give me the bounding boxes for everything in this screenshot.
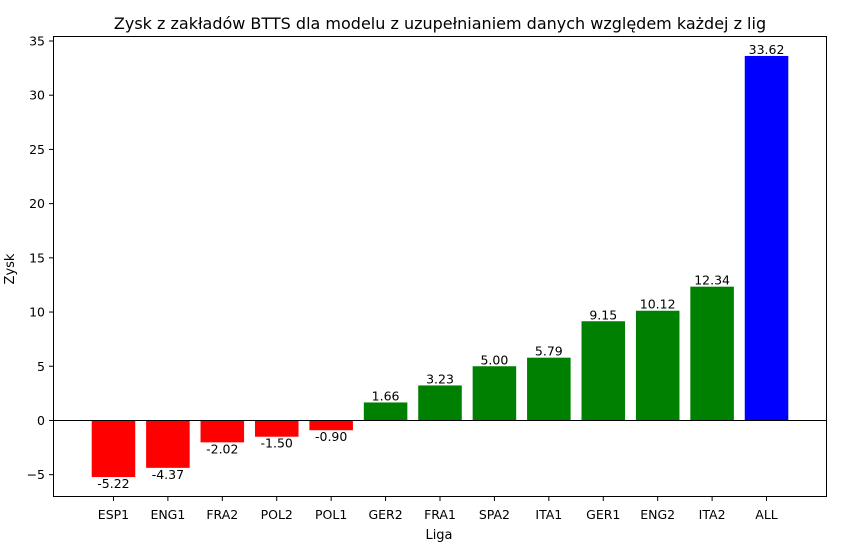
bar-all — [744, 55, 789, 421]
bar-ita1 — [527, 357, 571, 421]
bar-ger1 — [581, 321, 626, 421]
y-tick-label: 5 — [37, 359, 45, 374]
data-label: 12.34 — [694, 273, 730, 288]
x-tick-label: GER2 — [368, 507, 402, 522]
x-tick-label: ALL — [755, 507, 778, 522]
data-label: 5.00 — [480, 352, 508, 367]
bar-ger2 — [363, 402, 408, 421]
y-tick-label: −5 — [27, 467, 45, 482]
data-label: 1.66 — [372, 388, 400, 403]
y-tick-label: 30 — [29, 88, 45, 103]
plot-frame — [53, 36, 827, 497]
data-label: 3.23 — [426, 371, 454, 386]
data-label: -4.37 — [152, 467, 184, 482]
x-tick-label: POL2 — [261, 507, 293, 522]
y-axis-label: Zysk — [3, 253, 18, 284]
bar-fra1 — [418, 385, 462, 421]
y-tick-label: 25 — [29, 142, 45, 157]
bar-eng2 — [635, 310, 680, 421]
y-tick-label: 20 — [29, 196, 45, 211]
data-label: -2.02 — [206, 441, 238, 456]
bar-fra2 — [200, 420, 245, 443]
y-tick-label: 35 — [29, 33, 45, 48]
bar-spa2 — [472, 366, 517, 421]
bar-esp1 — [91, 420, 136, 478]
bar-eng1 — [146, 420, 190, 468]
y-tick-label: 0 — [37, 413, 45, 428]
plot-area: -5.22 -4.37 -2.02 -1.50 -0.90 1.66 3.23 5.00 5.7… — [27, 33, 827, 522]
chart-title: Zysk z zakładów BTTS dla modelu z uzupeł… — [114, 14, 766, 33]
x-tick-label: ESP1 — [98, 507, 129, 522]
x-tick-label: ENG1 — [150, 507, 185, 522]
x-tick-label: ITA2 — [699, 507, 726, 522]
y-tick-label: 10 — [29, 305, 45, 320]
data-label: -5.22 — [97, 476, 129, 491]
data-label: 33.62 — [749, 42, 785, 57]
data-label: 10.12 — [640, 297, 676, 312]
x-tick-label: GER1 — [586, 507, 620, 522]
x-tick-label: POL1 — [315, 507, 347, 522]
x-tick-label: ENG2 — [640, 507, 675, 522]
bar-pol2 — [254, 420, 299, 437]
x-tick-label: SPA2 — [479, 507, 510, 522]
data-label: -1.50 — [261, 436, 293, 451]
data-label: 5.79 — [535, 344, 563, 359]
data-label: 9.15 — [589, 307, 617, 322]
y-tick-label: 15 — [29, 250, 45, 265]
x-tick-label: FRA2 — [206, 507, 238, 522]
bar-pol1 — [309, 420, 353, 431]
data-label: -0.90 — [315, 429, 347, 444]
x-tick-label: ITA1 — [535, 507, 562, 522]
x-tick-label: FRA1 — [424, 507, 456, 522]
bar-ita2 — [690, 286, 734, 421]
x-axis-label: Liga — [425, 528, 452, 543]
